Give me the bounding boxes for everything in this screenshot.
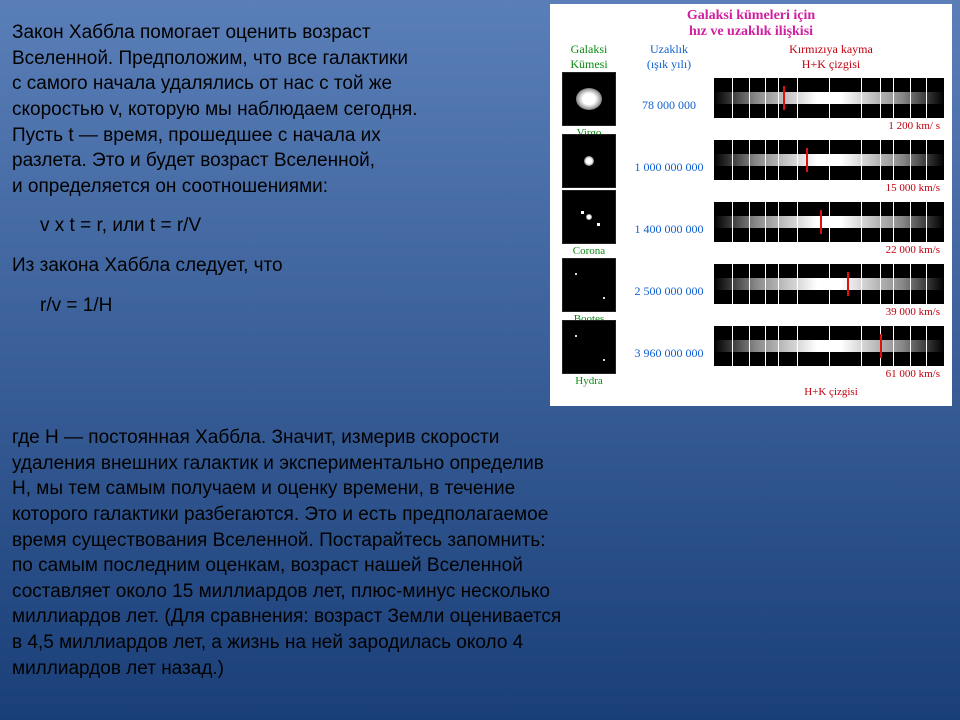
velocity-value: 61 000 km/s bbox=[714, 368, 944, 380]
galaxy-thumb bbox=[562, 72, 616, 126]
line: Пусть t — время, прошедшее с начала их bbox=[12, 123, 552, 149]
line: которого галактики разбегаются. Это и ес… bbox=[12, 502, 842, 528]
velocity-value: 15 000 km/s bbox=[714, 182, 944, 194]
spectrum-strip bbox=[714, 264, 944, 304]
line: и определяется он соотношениями: bbox=[12, 174, 552, 200]
velocity-value: 1 200 km/ s bbox=[714, 120, 944, 132]
figure-header: Galaksi Kümesi Uzaklık (ışık yılı) Kırmı… bbox=[554, 42, 948, 72]
galaxy-thumb bbox=[562, 320, 616, 374]
distance-value: 1 400 000 000 bbox=[624, 222, 714, 237]
formula-1: v x t = r, или t = r/V bbox=[40, 213, 552, 239]
body-text-upper: Закон Хаббла помогает оценить возраст Вс… bbox=[12, 20, 552, 332]
distance-value: 78 000 000 bbox=[624, 98, 714, 113]
line: миллиардов лет назад.) bbox=[12, 656, 842, 682]
galaxy-thumb bbox=[562, 258, 616, 312]
table-row: Hydra 3 960 000 00061 000 km/s bbox=[554, 322, 948, 384]
velocity-value: 39 000 km/s bbox=[714, 306, 944, 318]
formula-2: r/v = 1/H bbox=[40, 293, 552, 319]
spectrum-strip bbox=[714, 140, 944, 180]
line: в 4,5 миллиардов лет, а жизнь на ней зар… bbox=[12, 630, 842, 656]
line: с самого начала удалялись от нас с той ж… bbox=[12, 71, 552, 97]
line: по самым последним оценкам, возраст наше… bbox=[12, 553, 842, 579]
table-row: Virgo78 000 0001 200 km/ s bbox=[554, 74, 948, 136]
table-row: Corona Borealis1 400 000 00022 000 km/s bbox=[554, 198, 948, 260]
line: Вселенной. Предположим, что все галактик… bbox=[12, 46, 552, 72]
col-cluster: Galaksi Kümesi bbox=[554, 42, 624, 72]
spectrum-strip bbox=[714, 78, 944, 118]
galaxy-thumb bbox=[562, 190, 616, 244]
hk-bottom-label: H+K çizgisi bbox=[714, 386, 948, 398]
distance-value: 2 500 000 000 bbox=[624, 284, 714, 299]
line: Из закона Хаббла следует, что bbox=[12, 253, 552, 279]
col-redshift: Kırmızıya kayma H+K çizgisi bbox=[714, 42, 948, 72]
figure-title: Galaksi kümeleri için hız ve uzaklık ili… bbox=[554, 8, 948, 40]
col-distance: Uzaklık (ışık yılı) bbox=[624, 42, 714, 72]
redshift-diagram: Galaksi kümeleri için hız ve uzaklık ili… bbox=[550, 4, 952, 406]
line: H, мы тем самым получаем и оценку времен… bbox=[12, 476, 842, 502]
table-row: Bootes2 500 000 00039 000 km/s bbox=[554, 260, 948, 322]
line: разлета. Это и будет возраст Вселенной, bbox=[12, 148, 552, 174]
body-text-lower: где H — постоянная Хаббла. Значит, измер… bbox=[12, 425, 842, 681]
galaxy-thumb bbox=[562, 134, 616, 188]
line: Закон Хаббла помогает оценить возраст bbox=[12, 20, 552, 46]
line: где H — постоянная Хаббла. Значит, измер… bbox=[12, 425, 842, 451]
line: скоростью v, которую мы наблюдаем сегодн… bbox=[12, 97, 552, 123]
line: удаления внешних галактик и эксперимента… bbox=[12, 451, 842, 477]
galaxy-name: Hydra bbox=[554, 375, 624, 387]
spectrum-strip bbox=[714, 202, 944, 242]
spectrum-strip bbox=[714, 326, 944, 366]
distance-value: 1 000 000 000 bbox=[624, 160, 714, 175]
velocity-value: 22 000 km/s bbox=[714, 244, 944, 256]
line: составляет около 15 миллиардов лет, плюс… bbox=[12, 579, 842, 605]
line: миллиардов лет. (Для сравнения: возраст … bbox=[12, 604, 842, 630]
line: время существования Вселенной. Постарайт… bbox=[12, 528, 842, 554]
figure-rows: Virgo78 000 0001 200 km/ sUrsa Major1 00… bbox=[554, 74, 948, 384]
distance-value: 3 960 000 000 bbox=[624, 346, 714, 361]
